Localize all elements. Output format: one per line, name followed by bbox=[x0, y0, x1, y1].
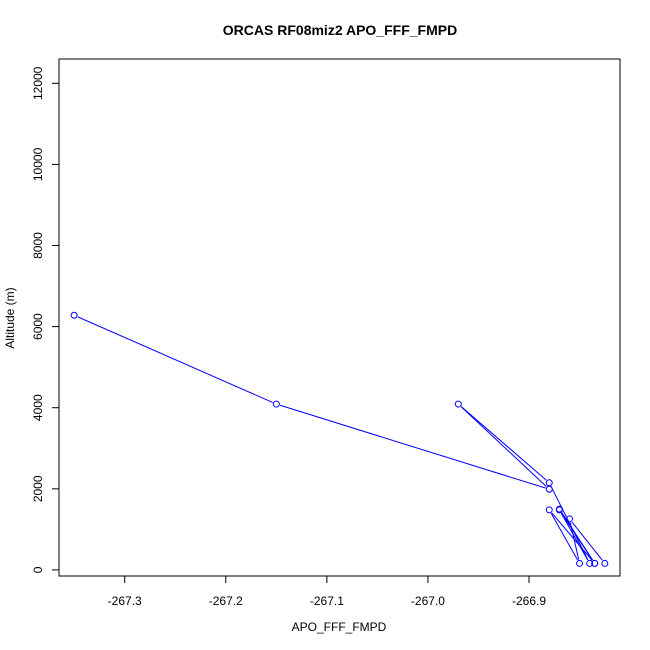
plot-frame bbox=[58, 58, 621, 577]
data-point bbox=[545, 506, 553, 514]
data-point bbox=[591, 559, 599, 567]
x-tick-label: -267.2 bbox=[209, 594, 243, 608]
data-point bbox=[545, 485, 553, 493]
x-axis: -267.3 -267.2 -267.1 -267.0 -266.9 bbox=[108, 576, 546, 608]
y-axis: 0 2000 4000 6000 8000 10000 12000 bbox=[31, 66, 59, 573]
y-tick-label: 0 bbox=[31, 566, 45, 573]
data-point bbox=[272, 400, 280, 408]
series-segment bbox=[551, 512, 593, 561]
y-tick-label: 4000 bbox=[31, 394, 45, 421]
data-point bbox=[586, 559, 594, 567]
series-segment bbox=[550, 513, 579, 561]
y-tick-label: 6000 bbox=[31, 313, 45, 340]
x-tick-label: -267.1 bbox=[310, 594, 344, 608]
x-tick-label: -267.3 bbox=[108, 594, 142, 608]
data-point bbox=[576, 559, 584, 567]
series-segment bbox=[460, 406, 547, 481]
series-segment bbox=[279, 404, 546, 489]
data-point bbox=[565, 515, 573, 523]
y-tick-label: 2000 bbox=[31, 475, 45, 502]
x-tick-label: -266.9 bbox=[512, 594, 546, 608]
y-tick-label: 8000 bbox=[31, 232, 45, 259]
series-segment bbox=[77, 316, 273, 403]
data-point bbox=[545, 479, 553, 487]
series-segment bbox=[460, 406, 547, 487]
series-segment bbox=[571, 521, 603, 561]
data-point bbox=[454, 400, 462, 408]
x-axis-label: APO_FFF_FMPD bbox=[292, 620, 387, 634]
series-segment bbox=[560, 513, 589, 561]
series-segment bbox=[569, 522, 580, 560]
data-point bbox=[555, 505, 563, 513]
x-tick-label: -267.0 bbox=[411, 594, 445, 608]
data-point bbox=[70, 311, 78, 319]
chart-title: ORCAS RF08miz2 APO_FFF_FMPD bbox=[223, 22, 457, 38]
data-point bbox=[601, 559, 609, 567]
y-tick-label: 10000 bbox=[31, 147, 45, 181]
y-tick-label: 12000 bbox=[31, 66, 45, 100]
y-axis-label: Altitude (m) bbox=[3, 287, 17, 348]
series-layer bbox=[70, 311, 609, 567]
